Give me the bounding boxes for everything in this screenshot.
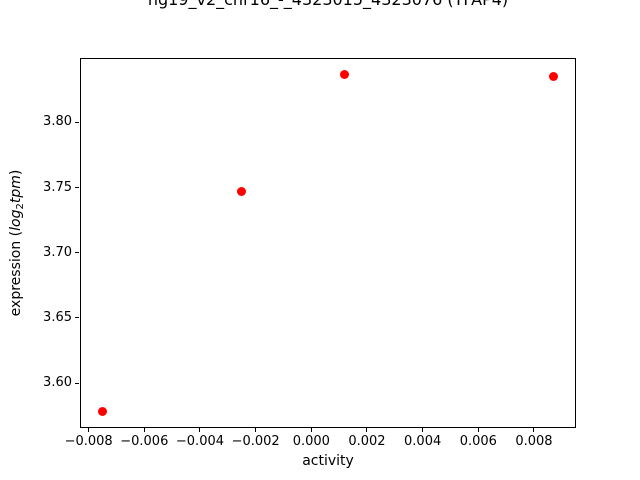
x-tick-label: 0.004 [404, 434, 442, 449]
plot-area [80, 58, 576, 428]
x-tick-mark [199, 428, 201, 432]
data-point [340, 69, 350, 79]
x-tick-label: 0.008 [515, 434, 553, 449]
ylabel-suffix: ) [8, 169, 24, 176]
x-tick-label: 0.006 [459, 434, 497, 449]
x-tick-label: 0.002 [348, 434, 386, 449]
x-tick-mark [88, 428, 90, 432]
x-tick-mark [255, 428, 257, 432]
y-tick-label: 3.75 [43, 179, 72, 195]
y-tick-mark [75, 121, 79, 123]
data-point [98, 407, 108, 417]
x-tick-mark [422, 428, 424, 432]
y-tick-label: 3.65 [43, 309, 72, 325]
x-tick-mark [533, 428, 535, 432]
x-tick-label: −0.008 [64, 434, 113, 449]
y-tick-label: 3.60 [43, 375, 72, 391]
chart-title: TFAP4_MSC, ρ = 0.86 hg19_v2_chr16_-_4323… [80, 0, 576, 52]
y-tick-label: 3.80 [43, 114, 72, 130]
data-point [548, 72, 558, 82]
x-tick-label: −0.004 [175, 434, 225, 449]
x-tick-label: 0.000 [292, 434, 330, 449]
x-tick-mark [143, 428, 145, 432]
x-tick-mark [310, 428, 312, 432]
ylabel-log-subscript: 2 [15, 203, 26, 210]
ylabel-prefix: expression ( [8, 230, 24, 317]
chart-subtitle: hg19_v2_chr16_-_4323015_4323076 (TFAP4) [80, 0, 576, 10]
x-tick-mark [477, 428, 479, 432]
x-tick-label: −0.002 [231, 434, 280, 449]
y-tick-mark [75, 187, 79, 189]
x-axis-label: activity [302, 453, 354, 469]
ylabel-log-word: log [8, 209, 24, 231]
y-tick-mark [75, 252, 79, 254]
y-tick-label: 3.70 [43, 244, 72, 260]
x-tick-mark [366, 428, 368, 432]
x-tick-label: −0.006 [120, 434, 169, 449]
data-point [237, 187, 247, 197]
y-tick-mark [75, 382, 79, 384]
y-tick-mark [75, 317, 79, 319]
